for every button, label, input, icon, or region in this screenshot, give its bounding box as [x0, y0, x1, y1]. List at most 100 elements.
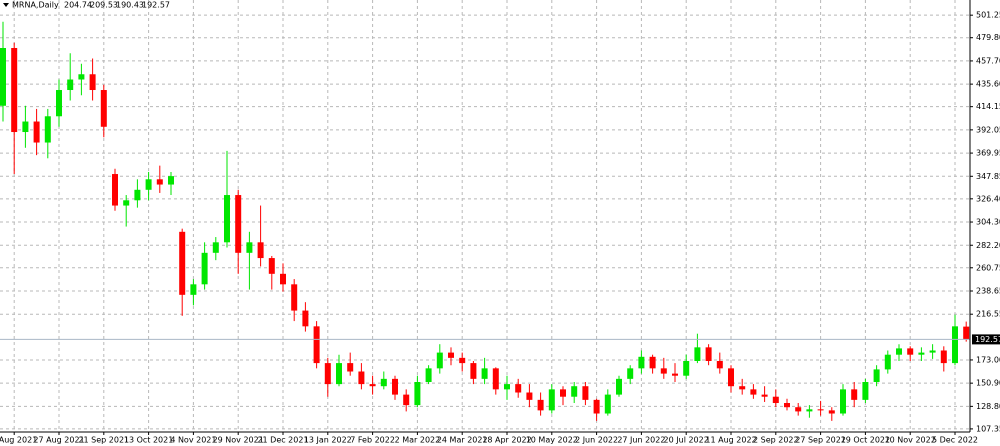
header-close: 192.57	[142, 1, 170, 10]
candle-body	[817, 409, 824, 411]
y-tick-label: 150.90	[976, 379, 1000, 388]
candle-body	[492, 368, 499, 390]
candle-body	[369, 384, 376, 387]
y-tick-label: 435.60	[976, 80, 1000, 89]
y-tick-label: 107.35	[976, 424, 1000, 433]
candle-body	[358, 371, 365, 385]
y-tick-label: 260.75	[976, 263, 1000, 272]
last-price-label: 192.57	[975, 335, 1000, 344]
x-tick-label: 10 May 2022	[526, 436, 578, 445]
candle-body	[840, 389, 846, 414]
candle-body	[56, 90, 62, 117]
x-tick-label: 5 Aug 2021	[0, 436, 37, 445]
candle-body	[728, 368, 734, 387]
candle-body	[537, 399, 544, 411]
x-tick-label: 13 Jan 2022	[304, 436, 352, 445]
x-tick-label: 27 Jun 2022	[617, 436, 665, 445]
candle-body	[268, 258, 275, 274]
y-tick-label: 369.95	[976, 149, 1000, 158]
candle-body	[593, 399, 600, 414]
y-tick-label: 173.00	[976, 355, 1000, 364]
candle-body	[851, 389, 858, 400]
x-tick-label: 2 Mar 2022	[395, 436, 441, 445]
candle-body	[425, 368, 432, 383]
candle-body	[100, 90, 107, 127]
candle-body	[683, 360, 690, 376]
candle-body	[582, 386, 589, 400]
candle-body	[862, 382, 869, 400]
x-tick-label: 24 Mar 2022	[437, 436, 488, 445]
candle-body	[918, 352, 925, 355]
candle-body	[436, 352, 443, 369]
candle-body	[929, 350, 936, 353]
header-open: 204.74	[64, 1, 92, 10]
candle-body	[705, 347, 712, 361]
candle-body	[481, 368, 488, 379]
candle-body	[716, 360, 723, 369]
candle-body	[470, 363, 477, 379]
candle-body	[403, 394, 410, 406]
candle-body	[515, 384, 522, 393]
candle-body	[750, 389, 757, 395]
candle-body	[571, 386, 578, 397]
chart-title: MRNA,Daily	[12, 1, 59, 10]
candle-body	[291, 284, 298, 311]
y-tick-label: 347.85	[976, 172, 1000, 181]
y-tick-label: 282.20	[976, 241, 1000, 250]
candle-body	[156, 179, 163, 185]
candle-body	[44, 116, 51, 143]
x-tick-label: 27 Aug 2021	[33, 436, 84, 445]
candle-body	[201, 252, 208, 285]
candle-body	[795, 407, 802, 412]
candle-body	[806, 409, 813, 412]
candle-body	[873, 369, 880, 383]
candle-body	[67, 79, 74, 91]
candle-body	[660, 368, 667, 374]
x-tick-label: 7 Feb 2022	[350, 436, 395, 445]
candle-body	[604, 394, 611, 414]
candle-body	[560, 389, 566, 397]
candle-body	[123, 200, 130, 206]
candle-body	[22, 121, 29, 133]
candle-body	[649, 356, 656, 369]
header-high: 209.53	[90, 1, 118, 10]
candle-body	[616, 378, 622, 395]
header-low: 190.43	[116, 1, 144, 10]
candle-body	[963, 326, 970, 340]
candle-body	[324, 363, 331, 385]
candle-body	[280, 273, 286, 285]
candle-body	[313, 326, 320, 364]
candle-body	[672, 373, 678, 376]
candle-body	[33, 121, 40, 143]
candle-body	[145, 179, 152, 190]
x-tick-label: 5 Dec 2022	[932, 436, 978, 445]
x-tick-label: 21 Dec 2021	[257, 436, 308, 445]
y-tick-label: 304.30	[976, 218, 1000, 227]
candle-body	[78, 74, 85, 80]
candle-body	[784, 403, 790, 408]
x-tick-label: 10 Nov 2022	[885, 436, 936, 445]
candle-body	[761, 394, 768, 397]
candle-body	[548, 389, 555, 411]
candle-body	[168, 176, 174, 185]
candle-body	[224, 195, 230, 243]
candle-body	[896, 348, 902, 355]
candle-body	[0, 48, 6, 106]
candle-body	[627, 368, 634, 379]
y-tick-label: 392.05	[976, 125, 1000, 134]
x-tick-label: 11 Aug 2022	[705, 436, 756, 445]
candle-body	[246, 242, 253, 253]
candle-body	[459, 357, 466, 364]
y-tick-label: 238.65	[976, 286, 1000, 295]
candle-body	[448, 352, 454, 358]
menu-triangle	[3, 3, 9, 7]
x-tick-label: 13 Oct 2021	[124, 436, 173, 445]
y-tick-label: 457.70	[976, 56, 1000, 65]
candle-body	[212, 242, 219, 253]
x-tick-label: 21 Sep 2021	[78, 436, 129, 445]
candle-body	[952, 326, 958, 364]
candle-body	[526, 392, 533, 400]
plot	[0, 21, 970, 421]
y-tick-label: 326.40	[976, 194, 1000, 203]
